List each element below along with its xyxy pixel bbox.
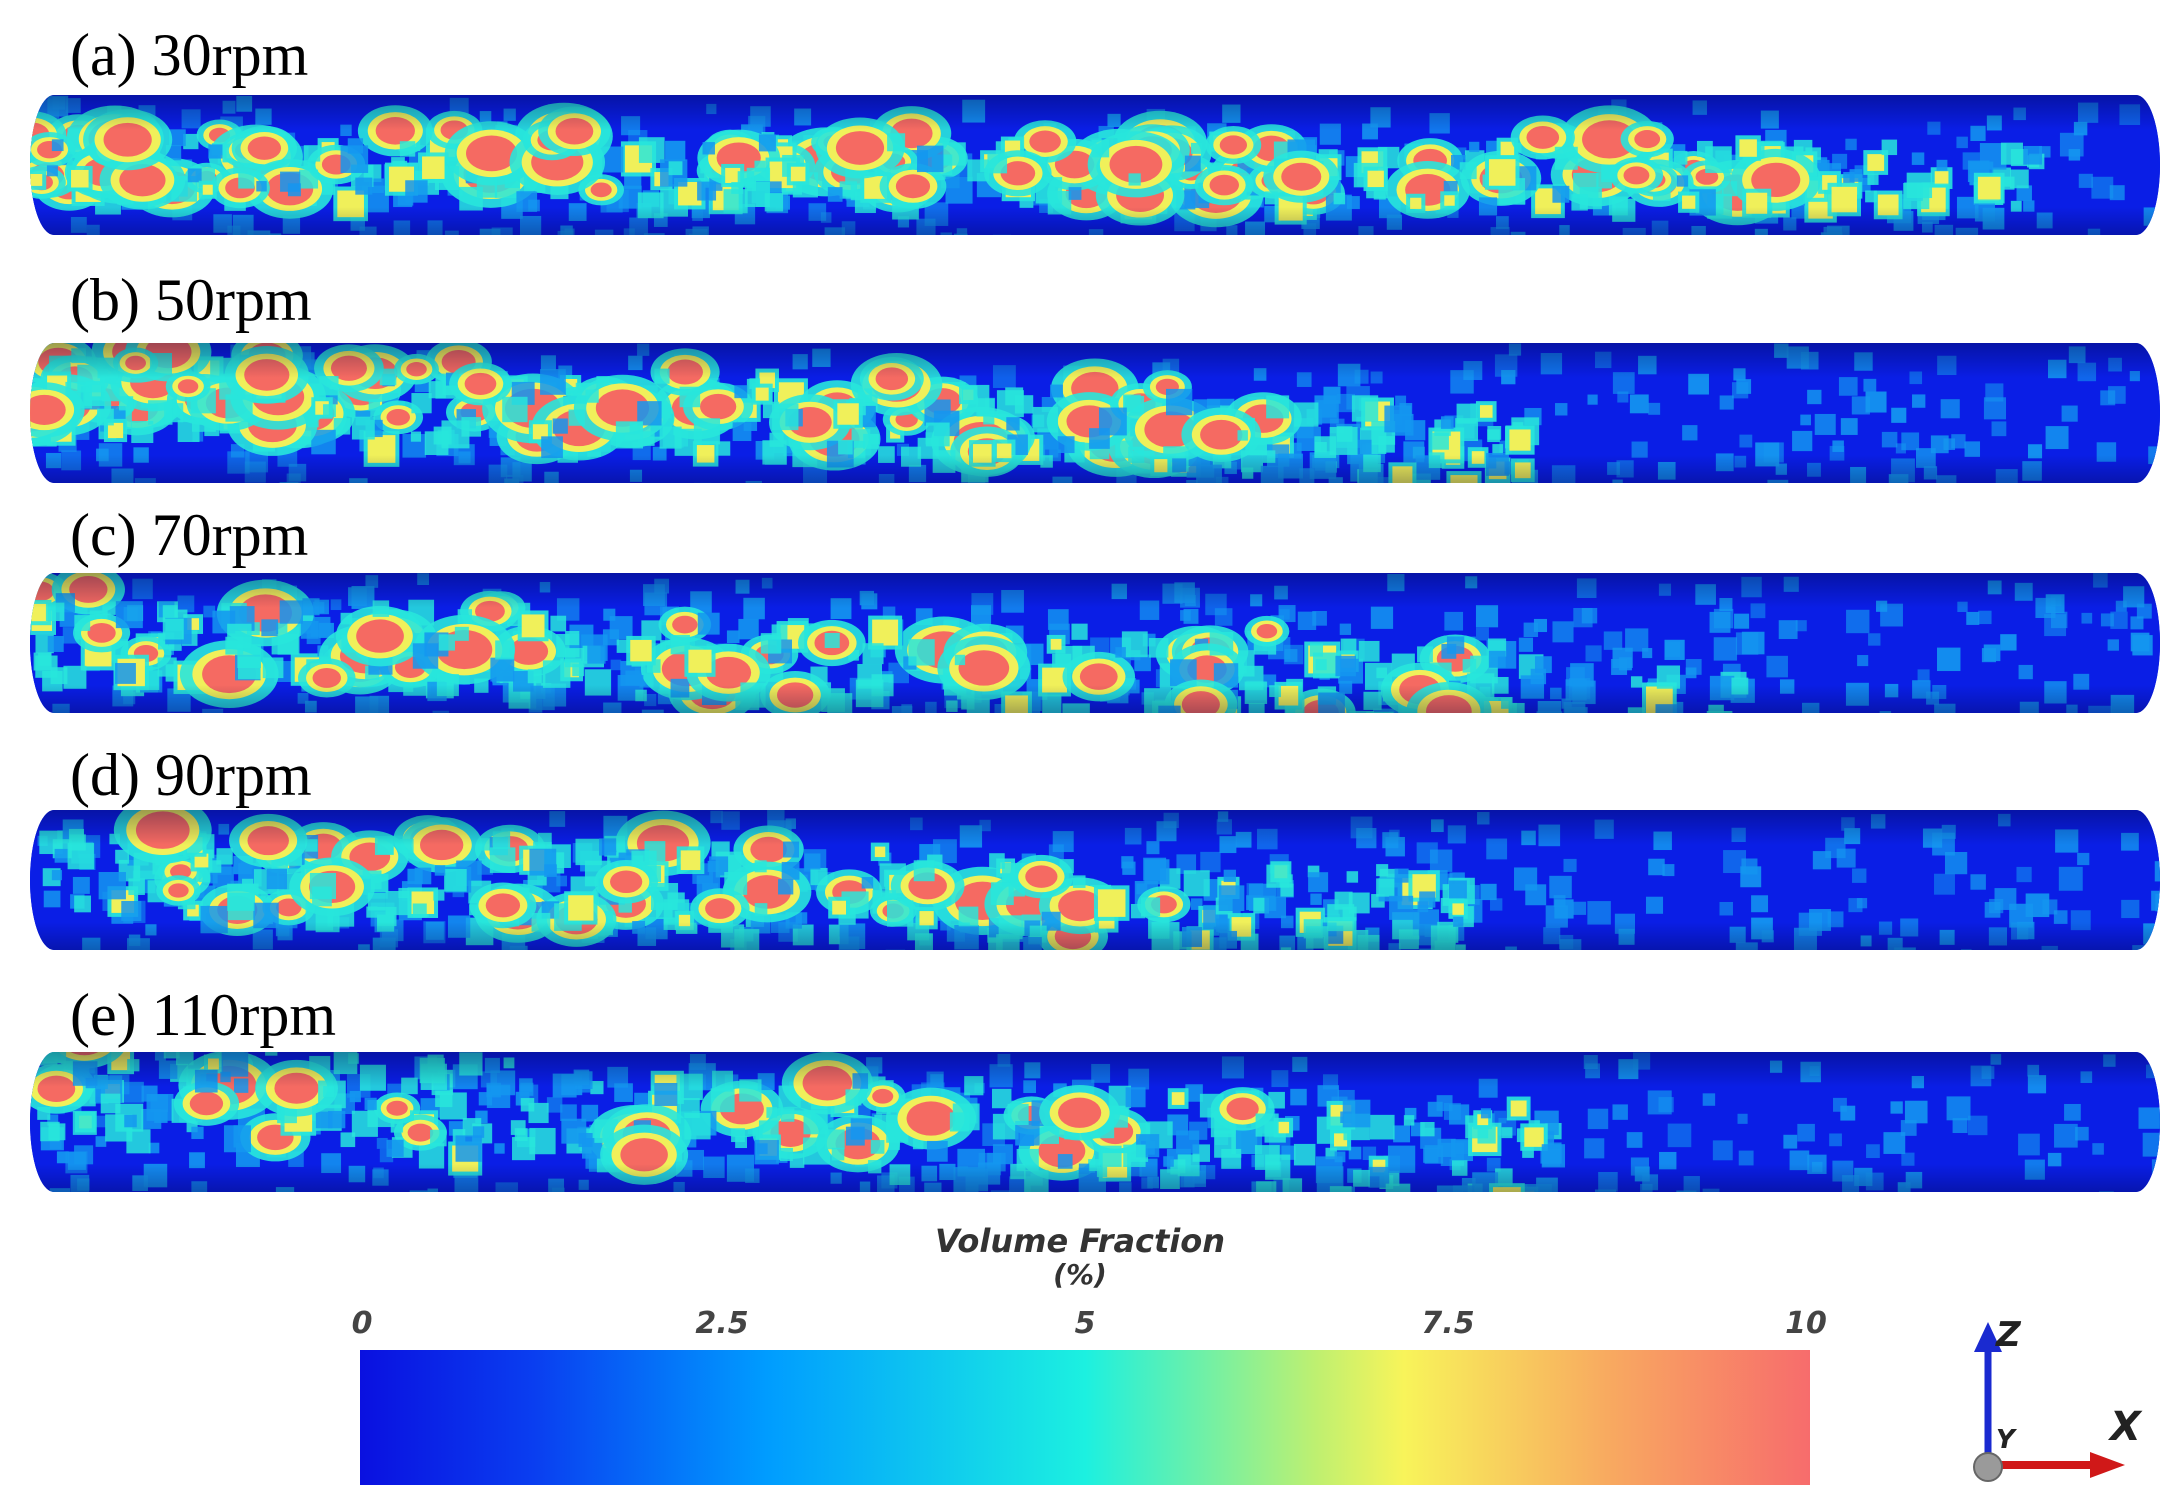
pipe-contour-a-svg [30, 95, 2160, 235]
z-axis-arrowhead [1974, 1322, 2002, 1352]
colorbar-tick-4: 10 [1785, 1306, 1827, 1341]
colorbar-tick-1: 2.5 [695, 1306, 749, 1341]
colorbar-tick-3: 7.5 [1421, 1306, 1475, 1341]
panel-label-e: (e) 110rpm [70, 982, 337, 1048]
pipe-contour-e-svg [30, 1052, 2160, 1192]
colorbar-tick-0: 0 [351, 1306, 373, 1341]
panel-label-b: (b) 50rpm [70, 267, 312, 333]
pipe-contour-d [30, 810, 2160, 950]
panel-label-a: (a) 30rpm [70, 22, 309, 88]
x-axis-arrowhead [2090, 1452, 2125, 1478]
x-axis-label: X [2107, 1404, 2143, 1450]
panel-label-d: (d) 90rpm [70, 742, 312, 808]
pipe-contour-e [30, 1052, 2160, 1192]
pipe-contour-c [30, 573, 2160, 713]
y-axis-label: Y [1996, 1425, 2018, 1455]
colorbar-tick-2: 5 [1074, 1306, 1096, 1341]
origin-sphere [1973, 1452, 2003, 1482]
colorbar-title: Volume Fraction [934, 1222, 1226, 1260]
pipe-contour-c-svg [30, 573, 2160, 713]
panel-label-c: (c) 70rpm [70, 502, 309, 568]
pipe-contour-b [30, 343, 2160, 483]
pipe-contour-a [30, 95, 2160, 235]
colorbar-unit: (%) [1053, 1258, 1107, 1291]
z-axis-label: Z [1995, 1315, 2022, 1355]
colorbar-gradient [360, 1350, 1810, 1485]
pipe-contour-b-svg [30, 343, 2160, 483]
axes-orientation-triad: Z Y X [1960, 1310, 2150, 1500]
pipe-contour-d-svg [30, 810, 2160, 950]
